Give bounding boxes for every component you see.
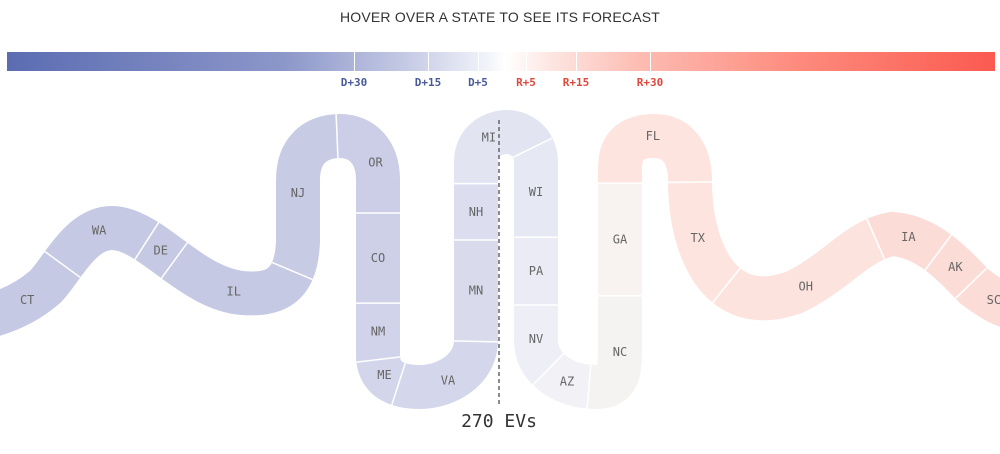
segment-separator <box>866 218 886 260</box>
state-label-nc: NC <box>613 345 627 359</box>
state-label-wa: WA <box>92 223 107 237</box>
scale-tick-label: R+15 <box>562 76 590 89</box>
segment-separator <box>134 222 160 260</box>
segment-separator <box>160 242 188 279</box>
state-label-mi: MI <box>482 130 496 144</box>
state-label-tx: TX <box>691 231 706 245</box>
scale-tick-label: R+30 <box>636 76 664 89</box>
state-label-ct: CT <box>20 293 34 307</box>
state-label-az: AZ <box>560 374 574 388</box>
segment-separator <box>271 261 313 281</box>
state-label-nh: NH <box>469 205 483 219</box>
segment-separator <box>924 234 952 271</box>
segment-separator <box>356 356 401 363</box>
scale-tick-label: D+15 <box>414 76 442 89</box>
state-label-nm: NM <box>371 324 385 338</box>
state-label-ak: AK <box>948 260 963 274</box>
segment-separator <box>586 364 592 409</box>
instruction-header: HOVER OVER A STATE TO SEE ITS FORECAST <box>339 9 661 25</box>
scale-tick-label: D+5 <box>468 76 488 89</box>
state-label-nv: NV <box>529 332 543 346</box>
state-label-oh: OH <box>799 279 813 293</box>
partisan-lean-scale-bar <box>7 52 995 71</box>
scale-tick-line <box>576 52 577 71</box>
state-label-mn: MN <box>469 284 483 298</box>
scale-tick-line <box>526 52 527 71</box>
state-segment-il[interactable] <box>0 109 1000 410</box>
state-label-pa: PA <box>529 264 544 278</box>
segment-separator <box>532 353 565 386</box>
segment-separator <box>712 267 741 304</box>
scale-tick-label: R+5 <box>516 76 536 89</box>
scale-tick-label: D+30 <box>340 76 368 89</box>
state-label-fl: FL <box>646 129 660 143</box>
state-segment-oh[interactable] <box>0 109 1000 410</box>
270-ev-label: 270 EVs <box>461 411 537 432</box>
state-label-il: IL <box>227 285 241 299</box>
state-label-de: DE <box>153 244 167 258</box>
scale-tick-line <box>478 52 479 71</box>
state-label-va: VA <box>441 374 456 388</box>
state-segment-mi[interactable] <box>0 109 1000 410</box>
segment-separator <box>44 250 81 279</box>
state-label-co: CO <box>371 251 385 265</box>
state-label-ga: GA <box>613 232 628 246</box>
segment-separator <box>391 362 407 406</box>
segment-separator <box>335 114 339 159</box>
segment-separator <box>453 340 498 343</box>
state-label-ia: IA <box>901 230 916 244</box>
state-label-sc: SC <box>987 293 1000 307</box>
scale-tick-line <box>428 52 429 71</box>
segment-separator <box>954 267 988 299</box>
state-label-wi: WI <box>529 185 543 199</box>
scale-tick-line <box>650 52 651 71</box>
state-label-me: ME <box>377 368 391 382</box>
state-label-nj: NJ <box>291 186 305 200</box>
scale-tick-line <box>354 52 355 71</box>
state-label-or: OR <box>368 155 383 169</box>
segment-separator <box>512 137 553 159</box>
